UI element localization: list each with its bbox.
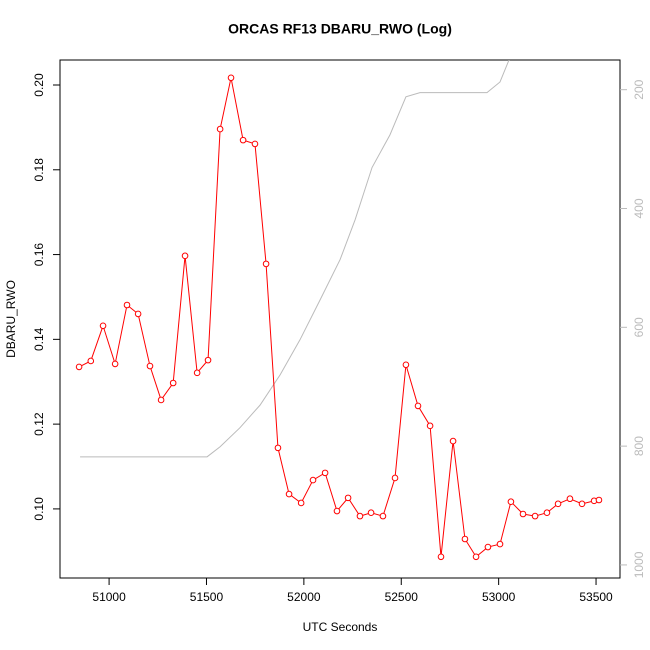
data-point bbox=[333, 507, 341, 515]
y-tick-label: 0.12 bbox=[32, 412, 46, 436]
x-axis-label: UTC Seconds bbox=[303, 620, 378, 634]
data-point bbox=[472, 553, 480, 561]
plot-area bbox=[75, 60, 603, 561]
x-tick-label: 52000 bbox=[287, 590, 321, 604]
data-point bbox=[227, 74, 235, 82]
data-point bbox=[437, 553, 445, 561]
x-tick-label: 51500 bbox=[190, 590, 224, 604]
data-point bbox=[157, 396, 165, 404]
data-point bbox=[99, 322, 107, 330]
data-point bbox=[262, 260, 270, 268]
y2-tick-label: 600 bbox=[632, 317, 646, 337]
data-point bbox=[297, 499, 305, 507]
y-axis-label: DBARU_RWO bbox=[4, 280, 18, 358]
x-tick-label: 53500 bbox=[579, 590, 613, 604]
data-point bbox=[123, 301, 131, 309]
data-point bbox=[146, 362, 154, 370]
y-tick-label: 0.20 bbox=[32, 73, 46, 97]
data-point bbox=[309, 476, 317, 484]
data-point bbox=[554, 500, 562, 508]
data-point bbox=[426, 422, 434, 430]
data-point bbox=[193, 369, 201, 377]
x-tick-label: 52500 bbox=[385, 590, 419, 604]
data-point bbox=[414, 402, 422, 410]
data-point bbox=[543, 509, 551, 517]
data-point bbox=[134, 310, 142, 318]
data-point bbox=[595, 496, 603, 504]
data-point bbox=[461, 535, 469, 543]
data-point bbox=[519, 510, 527, 518]
y2-tick-label: 200 bbox=[632, 79, 646, 99]
data-point bbox=[356, 512, 364, 520]
data-point bbox=[274, 444, 282, 452]
data-point bbox=[181, 252, 189, 260]
data-point bbox=[285, 490, 293, 498]
data-point bbox=[321, 469, 329, 477]
x-tick-label: 51000 bbox=[92, 590, 126, 604]
data-point bbox=[367, 509, 375, 517]
data-point bbox=[484, 543, 492, 551]
y-tick-label: 0.10 bbox=[32, 497, 46, 521]
x-tick-label: 53000 bbox=[482, 590, 516, 604]
data-point bbox=[578, 500, 586, 508]
data-point bbox=[87, 357, 95, 365]
plot-frame bbox=[59, 59, 621, 579]
chart-title: ORCAS RF13 DBARU_RWO (Log) bbox=[228, 21, 452, 37]
y2-tick-label: 800 bbox=[632, 436, 646, 456]
y-tick-label: 0.18 bbox=[32, 158, 46, 182]
series-line bbox=[78, 77, 600, 558]
data-point bbox=[507, 498, 515, 505]
data-point bbox=[216, 125, 224, 133]
data-point bbox=[449, 437, 457, 445]
data-point bbox=[566, 495, 574, 503]
data-point bbox=[379, 512, 387, 520]
data-point bbox=[204, 356, 212, 364]
data-point bbox=[402, 361, 410, 369]
data-point bbox=[251, 140, 259, 148]
y-tick-label: 0.16 bbox=[32, 243, 46, 267]
y2-tick-label: 400 bbox=[632, 198, 646, 218]
data-point bbox=[239, 136, 247, 144]
data-point bbox=[391, 474, 399, 482]
data-point bbox=[496, 540, 504, 548]
data-point bbox=[75, 363, 83, 371]
data-point bbox=[111, 360, 119, 368]
data-point bbox=[344, 494, 352, 502]
y2-tick-label: 1000 bbox=[632, 551, 646, 578]
series-line bbox=[80, 60, 510, 458]
data-point bbox=[531, 512, 539, 520]
y-tick-label: 0.14 bbox=[32, 327, 46, 351]
data-point bbox=[169, 379, 177, 387]
